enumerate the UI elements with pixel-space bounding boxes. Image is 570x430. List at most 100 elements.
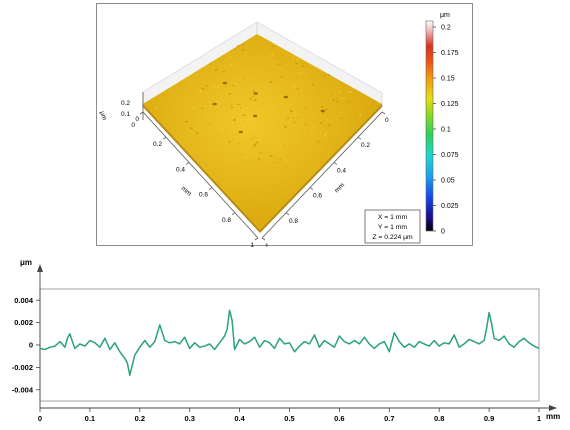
surface-texture-dot (238, 62, 240, 64)
surface-texture-dot (272, 60, 275, 63)
y-axis-3d-tick (357, 136, 362, 140)
surface-texture-dot (347, 116, 349, 118)
surface-texture-dot (298, 93, 300, 95)
surface-texture-dot (244, 105, 246, 107)
surface-texture-dot (260, 82, 262, 84)
surface-texture-dot (313, 86, 315, 88)
surface-texture-dot (274, 73, 276, 75)
surface-texture-dot (273, 161, 276, 163)
surface-texture-dot (267, 170, 270, 172)
surface-pit (320, 109, 325, 113)
surface-texture-dot (268, 77, 271, 79)
surface-texture-dot (289, 110, 294, 113)
surface-texture-dot (280, 75, 283, 78)
surface-texture-dot (257, 158, 261, 160)
colorbar (425, 20, 434, 232)
surface-texture-dot (284, 160, 287, 162)
surface-texture-dot (275, 54, 278, 55)
surface-texture-dot (296, 59, 299, 61)
surface-texture-dot (260, 67, 262, 69)
surface-texture-dot (222, 76, 225, 78)
x-tick-label: 0.8 (434, 414, 444, 423)
x-tick-label: 0.2 (135, 414, 145, 423)
surface-texture-dot (246, 81, 248, 82)
z-axis-tick-label: 0 (131, 122, 135, 129)
surface-texture-dot (222, 70, 225, 73)
surface-texture-dot (232, 105, 236, 107)
y-ticks: 0.004 0.002 0 -0.002 -0.004 (12, 296, 40, 394)
surface-texture-dot (322, 74, 326, 77)
x-axis-3d-tick-label: 0.6 (199, 192, 208, 199)
surface-texture-dot (230, 64, 233, 66)
surface-texture-dot (297, 116, 299, 118)
surface-texture-dot (257, 163, 260, 165)
x-axis-3d-tick (139, 111, 144, 115)
x-axis-3d-tick-label: 0 (135, 116, 139, 123)
surface-texture-dot (293, 121, 296, 124)
surface-texture-dot (198, 119, 200, 121)
surface-texture-dot (331, 93, 334, 95)
surface-texture-dot (340, 97, 344, 100)
surface-texture-dot (259, 138, 263, 141)
surface-texture-dot (355, 114, 357, 116)
colorbar-tick-label: 0 (441, 228, 445, 235)
surface-texture-dot (209, 63, 212, 65)
surface-texture-dot (359, 114, 362, 116)
colorbar-unit: μm (440, 12, 450, 19)
surface-texture-dot (199, 91, 202, 93)
surface-texture-dot (319, 130, 322, 132)
surface-texture-dot (225, 136, 227, 137)
colorbar-tick-label: 0.15 (441, 75, 455, 82)
plot-area-frame (39, 288, 540, 402)
surface-texture-dot (292, 84, 296, 87)
surface-texture-dot (213, 85, 217, 88)
surface-texture-dot (292, 56, 295, 58)
surface-texture-dot (289, 150, 291, 151)
surface-pit (222, 81, 228, 85)
surface-texture-dot (195, 132, 199, 135)
surface-texture-dot (310, 122, 313, 124)
surface-texture-dot (234, 83, 237, 85)
colorbar-tick-label: 0.125 (441, 101, 459, 108)
surface-texture-dot (316, 67, 319, 69)
surface-texture-dot (377, 102, 381, 104)
surface-texture-dot (325, 108, 328, 111)
surface-edge-front-left (143, 104, 260, 233)
surface-texture-dot (292, 117, 295, 119)
surface-texture-dot (167, 114, 169, 116)
y-tick-label: -0.004 (12, 385, 34, 394)
surface-texture-dot (222, 58, 224, 60)
surface-texture-dot (248, 100, 251, 101)
surface-texture-dot (276, 100, 278, 102)
surface-texture-dot (320, 105, 324, 108)
surface-texture-dot (272, 45, 275, 48)
x-axis-3d-tick-label: 0.8 (222, 217, 231, 224)
surface-texture-dot (300, 130, 303, 132)
surface-texture-dot (339, 112, 342, 114)
surface-texture-dot (241, 48, 243, 49)
x-axis-unit: mm (180, 185, 193, 197)
surface-texture-dot (294, 112, 297, 114)
surface-texture-dot (295, 146, 297, 147)
surface-texture-dot (229, 56, 233, 58)
surface-texture-dot (237, 77, 240, 79)
surface-3d-panel: 0.2 0.1 0 μm 0 0.2 0.4 0.6 0.8 1 mm 0 0.2 0.4 0.… (96, 3, 473, 247)
surface-texture-dot (229, 90, 232, 92)
surface-texture-dot (312, 126, 316, 128)
surface-texture-dot (235, 95, 237, 96)
surface-texture-dot (236, 45, 240, 47)
surface-texture-dot (327, 124, 331, 126)
y-axis-3d-tick-label: 0.8 (289, 218, 298, 225)
surface-texture-dot (271, 120, 274, 122)
surface-texture-dot (160, 98, 164, 101)
surface-texture-dot (294, 61, 297, 63)
surface-texture-dot (228, 141, 231, 143)
y-axis-3d: 0 0.2 0.4 0.6 0.8 1 (261, 111, 389, 247)
surface-texture-dot (303, 124, 307, 126)
surface-texture-dot (311, 84, 314, 86)
surface-texture-dot (243, 78, 245, 80)
surface-texture-dot (293, 62, 295, 64)
y-axis-3d-tick (285, 212, 290, 216)
colorbar-tick-label: 0.2 (441, 24, 451, 31)
surface-texture-dot (322, 103, 324, 105)
